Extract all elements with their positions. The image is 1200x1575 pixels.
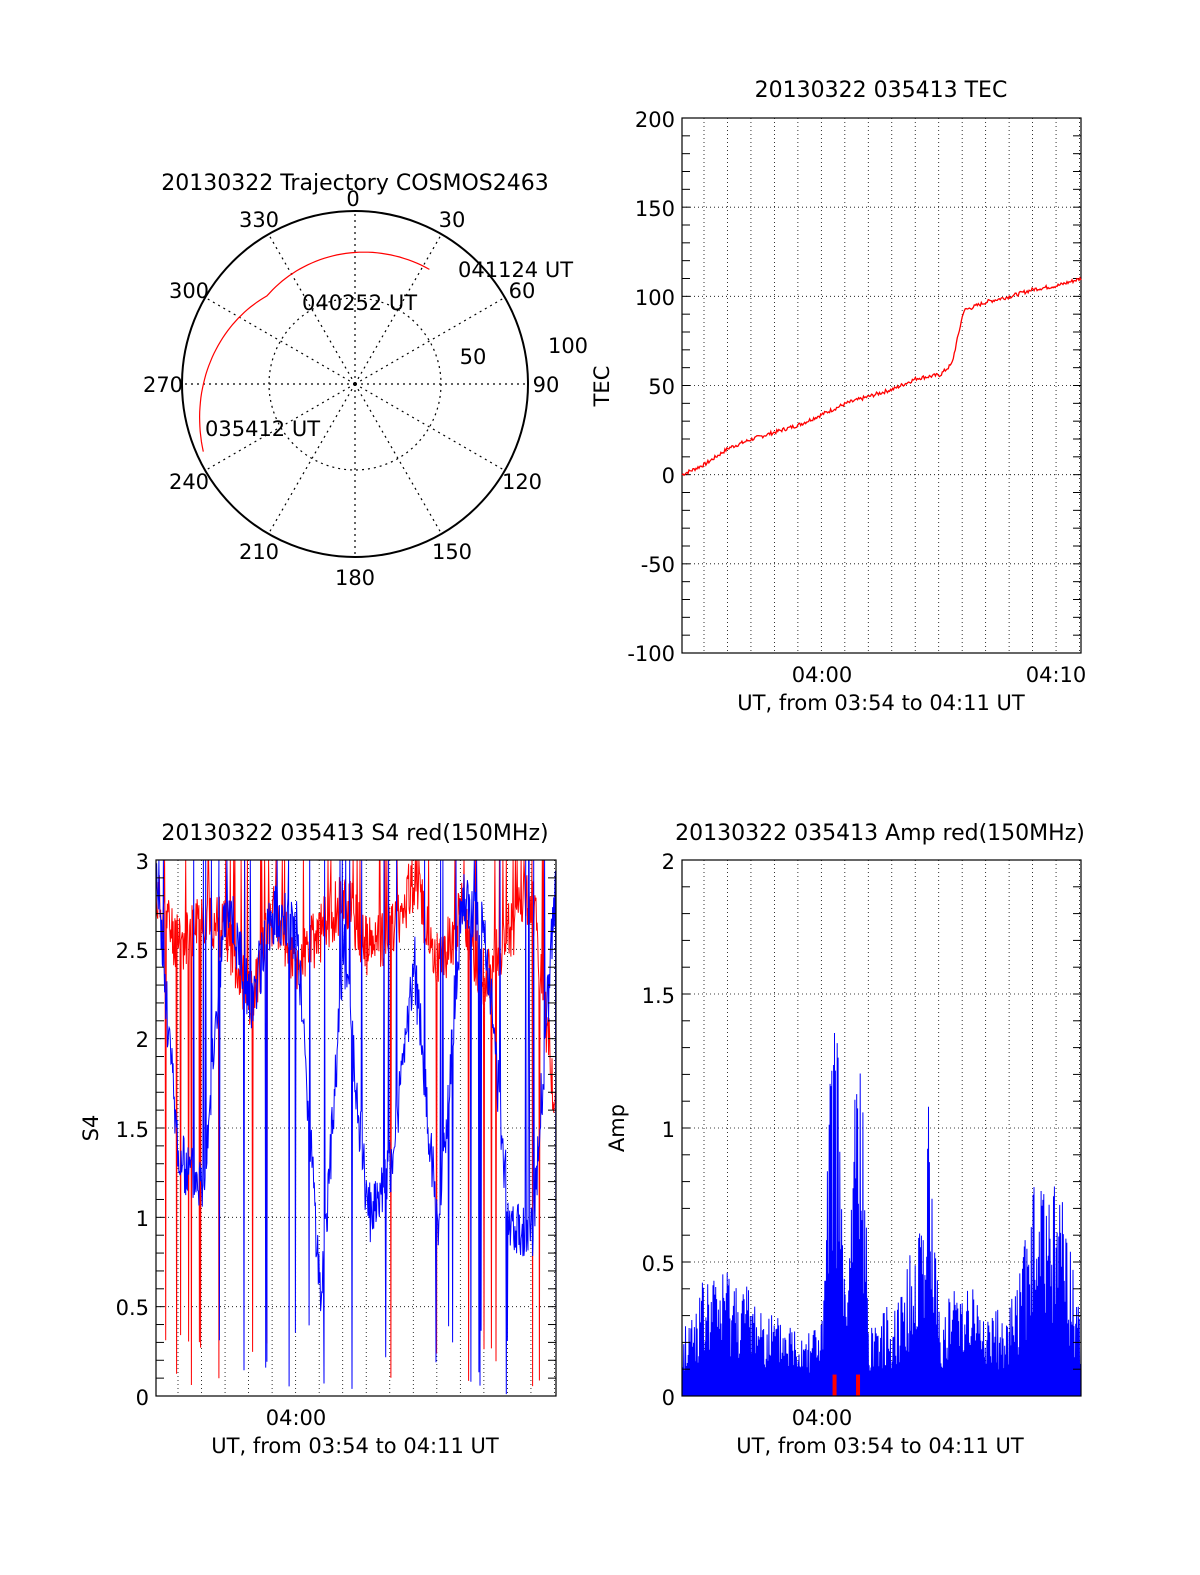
tec-ytick-100: 100 bbox=[635, 286, 675, 310]
amp-chart: 20130322 035413 Amp red(150MHz) 2 1.5 1 … bbox=[605, 821, 1085, 1458]
s4-ytick-2: 2 bbox=[136, 1028, 149, 1052]
az-label-0: 0 bbox=[346, 187, 359, 211]
az-label-180: 180 bbox=[335, 566, 375, 590]
amp-title: 20130322 035413 Amp red(150MHz) bbox=[675, 821, 1085, 846]
s4-ytick-0.5: 0.5 bbox=[116, 1296, 149, 1320]
red-spike bbox=[856, 1374, 861, 1396]
series-line bbox=[681, 1032, 1082, 1397]
az-label-210: 210 bbox=[239, 540, 279, 564]
tec-ytick-200: 200 bbox=[635, 108, 675, 132]
tec-grid bbox=[682, 118, 1081, 653]
az-label-90: 90 bbox=[533, 373, 560, 397]
tec-ytick-150: 150 bbox=[635, 197, 675, 221]
tec-xlabel: UT, from 03:54 to 04:11 UT bbox=[737, 691, 1025, 715]
az-label-30: 30 bbox=[439, 208, 466, 232]
az-label-270: 270 bbox=[143, 373, 183, 397]
tec-series-line bbox=[681, 276, 1082, 477]
tec-frame bbox=[681, 117, 1082, 654]
polar-spoke bbox=[267, 233, 356, 385]
tec-minor-ticks bbox=[682, 117, 1081, 654]
track-label-mid: 040252 UT bbox=[302, 291, 417, 315]
tec-xtick-0410: 04:10 bbox=[1026, 663, 1087, 687]
s4-blue-series bbox=[155, 859, 557, 1395]
amp-ytick-1.5: 1.5 bbox=[642, 984, 675, 1008]
polar-spoke bbox=[354, 383, 443, 535]
az-label-150: 150 bbox=[432, 540, 472, 564]
tec-title: 20130322 035413 TEC bbox=[755, 78, 1008, 103]
amp-ytick-2: 2 bbox=[662, 850, 675, 874]
amp-grid bbox=[682, 860, 1081, 1396]
polar-spoke bbox=[354, 233, 443, 385]
polar-title: 20130322 Trajectory COSMOS2463 bbox=[161, 171, 548, 196]
radial-label-50: 50 bbox=[460, 345, 487, 369]
polar-outer-ring bbox=[181, 210, 529, 558]
amp-ylabel: Amp bbox=[605, 1104, 629, 1152]
amp-minor-ticks bbox=[682, 859, 1081, 1397]
tec-chart: 20130322 035413 TEC 200 150 100 50 0 -50… bbox=[590, 78, 1086, 715]
s4-ylabel: S4 bbox=[79, 1115, 103, 1142]
s4-title: 20130322 035413 S4 red(150MHz) bbox=[161, 821, 548, 846]
s4-chart: 20130322 035413 S4 red(150MHz) 3 2.5 2 1… bbox=[79, 821, 557, 1458]
polar-chart: 20130322 Trajectory COSMOS2463 0 30 60 9… bbox=[143, 171, 588, 590]
s4-xlabel: UT, from 03:54 to 04:11 UT bbox=[211, 1434, 499, 1458]
s4-ytick-1: 1 bbox=[136, 1207, 149, 1231]
tec-ytick-50: 50 bbox=[648, 375, 675, 399]
red-spike bbox=[832, 1374, 837, 1396]
polar-spokes bbox=[182, 211, 528, 557]
tec-ytick-neg50: -50 bbox=[641, 553, 675, 577]
polar-spoke bbox=[354, 383, 506, 472]
series-line bbox=[155, 859, 557, 1395]
track-label-end: 041124 UT bbox=[458, 258, 573, 282]
s4-ytick-2.5: 2.5 bbox=[116, 939, 149, 963]
az-label-330: 330 bbox=[239, 208, 279, 232]
amp-xtick-0400: 04:00 bbox=[792, 1406, 853, 1430]
polar-spoke bbox=[354, 296, 506, 385]
tec-xtick-0400: 04:00 bbox=[792, 663, 853, 687]
s4-minor-ticks bbox=[156, 859, 556, 1397]
amp-xlabel: UT, from 03:54 to 04:11 UT bbox=[736, 1434, 1024, 1458]
amp-ytick-1: 1 bbox=[662, 1118, 675, 1142]
s4-ytick-0: 0 bbox=[136, 1386, 149, 1410]
radial-label-100: 100 bbox=[548, 334, 588, 358]
amp-ytick-0: 0 bbox=[662, 1386, 675, 1410]
az-label-300: 300 bbox=[169, 279, 209, 303]
polar-spoke bbox=[267, 383, 356, 535]
amp-red-series bbox=[832, 1374, 861, 1396]
s4-red-series bbox=[155, 859, 557, 1387]
amp-blue-series bbox=[681, 1032, 1082, 1397]
az-label-240: 240 bbox=[169, 470, 209, 494]
track-label-start: 035412 UT bbox=[205, 417, 320, 441]
amp-ytick-0.5: 0.5 bbox=[642, 1252, 675, 1276]
az-label-120: 120 bbox=[502, 470, 542, 494]
polar-spoke bbox=[204, 383, 356, 472]
s4-ytick-1.5: 1.5 bbox=[116, 1118, 149, 1142]
s4-ytick-3: 3 bbox=[136, 850, 149, 874]
tec-ytick-neg100: -100 bbox=[627, 642, 675, 666]
az-label-60: 60 bbox=[509, 279, 536, 303]
tec-ylabel: TEC bbox=[590, 366, 614, 408]
polar-spoke bbox=[204, 296, 356, 385]
trajectory-line bbox=[198, 251, 430, 452]
s4-xtick-0400: 04:00 bbox=[266, 1406, 327, 1430]
series-line bbox=[155, 859, 557, 1387]
tec-ytick-0: 0 bbox=[662, 464, 675, 488]
